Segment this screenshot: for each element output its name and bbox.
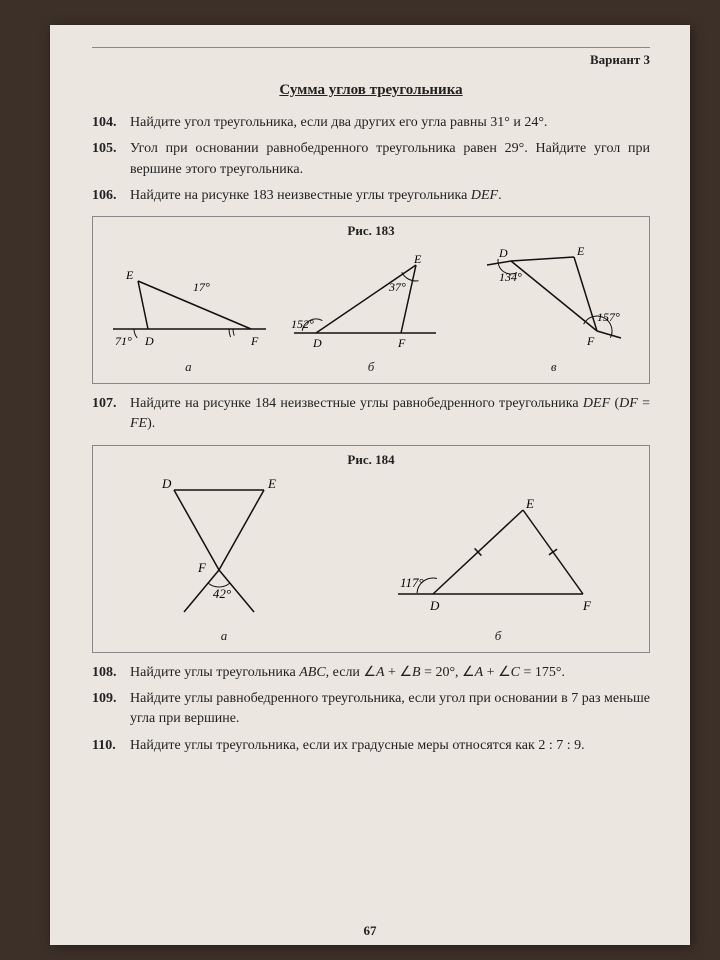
triangle-diagram-icon: E D F 117° <box>378 492 618 622</box>
problem-number: 105. <box>92 139 130 180</box>
svg-text:E: E <box>413 253 422 266</box>
svg-text:D: D <box>312 336 322 350</box>
problem-106: 106. Найдите на рисунке 183 неизвестные … <box>92 186 650 206</box>
svg-text:37°: 37° <box>388 280 406 294</box>
problem-text: Найдите на рисунке 183 неизвестные углы … <box>130 186 650 206</box>
problem-text: Найдите углы треугольника, если их граду… <box>130 736 650 756</box>
problem-text: Найдите на рисунке 184 неизвестные углы … <box>130 394 650 435</box>
svg-text:D: D <box>161 476 172 491</box>
figure-row: E D F 17° 71° а E D F 152° 37° б D E F 134° 157° в <box>97 243 645 379</box>
problem-108: 108. Найдите углы треугольника ABC, если… <box>92 663 650 683</box>
svg-text:F: F <box>586 334 595 348</box>
page-number: 67 <box>50 923 690 939</box>
triangle-diagram-icon: D E F 134° 157° <box>469 243 639 353</box>
svg-text:17°: 17° <box>193 280 210 294</box>
sub-label: в <box>469 359 639 375</box>
svg-text:152°: 152° <box>291 317 314 331</box>
fig183-b: E D F 152° 37° б <box>286 253 456 375</box>
sub-label: б <box>286 359 456 375</box>
svg-text:134°: 134° <box>499 270 522 284</box>
triangle-diagram-icon: E D F 152° 37° <box>286 253 456 353</box>
problem-text: Угол при основании равнобедренного треуг… <box>130 139 650 180</box>
problem-107: 107. Найдите на рисунке 184 неизвестные … <box>92 394 650 435</box>
sub-label: б <box>378 628 618 644</box>
problem-number: 109. <box>92 689 130 730</box>
svg-text:157°: 157° <box>597 310 620 324</box>
problem-109: 109. Найдите углы равнобедренного треуго… <box>92 689 650 730</box>
svg-text:F: F <box>197 560 207 575</box>
section-title: Сумма углов треугольника <box>92 82 650 99</box>
svg-text:F: F <box>397 336 406 350</box>
textbook-page: Вариант 3 Сумма углов треугольника 104. … <box>50 25 690 945</box>
figure-title: Рис. 183 <box>97 221 645 243</box>
problem-number: 107. <box>92 394 130 435</box>
problem-number: 106. <box>92 186 130 206</box>
svg-text:D: D <box>498 246 508 260</box>
fig183-a: E D F 17° 71° а <box>103 263 273 375</box>
svg-text:42°: 42° <box>213 586 231 601</box>
svg-text:E: E <box>267 476 276 491</box>
problem-110: 110. Найдите углы треугольника, если их … <box>92 736 650 756</box>
desk-background: Вариант 3 Сумма углов треугольника 104. … <box>0 0 720 960</box>
problem-text: Найдите углы равнобедренного треугольник… <box>130 689 650 730</box>
svg-text:F: F <box>250 334 259 348</box>
problem-number: 104. <box>92 113 130 133</box>
fig184-a: D E F 42° а <box>124 472 324 644</box>
problem-104: 104. Найдите угол треугольника, если два… <box>92 113 650 133</box>
svg-text:E: E <box>576 244 585 258</box>
svg-text:71°: 71° <box>115 334 132 348</box>
figure-title: Рис. 184 <box>97 450 645 472</box>
problem-105: 105. Угол при основании равнобедренного … <box>92 139 650 180</box>
svg-text:D: D <box>144 334 154 348</box>
sub-label: а <box>103 359 273 375</box>
problem-text: Найдите углы треугольника ABC, если ∠A +… <box>130 663 650 683</box>
svg-text:D: D <box>429 598 440 613</box>
svg-text:117°: 117° <box>400 575 424 590</box>
problem-text: Найдите угол треугольника, если два друг… <box>130 113 650 133</box>
figure-row: D E F 42° а E D F 117° б <box>97 472 645 648</box>
fig184-b: E D F 117° б <box>378 492 618 644</box>
svg-text:E: E <box>125 268 134 282</box>
triangle-diagram-icon: E D F 17° 71° <box>103 263 273 353</box>
problem-number: 108. <box>92 663 130 683</box>
variant-label: Вариант 3 <box>92 47 650 68</box>
sub-label: а <box>124 628 324 644</box>
svg-text:E: E <box>525 496 534 511</box>
triangle-diagram-icon: D E F 42° <box>124 472 324 622</box>
svg-text:F: F <box>582 598 592 613</box>
problem-number: 110. <box>92 736 130 756</box>
figure-184: Рис. 184 D E F 42° а E D F 117° б <box>92 445 650 653</box>
fig183-c: D E F 134° 157° в <box>469 243 639 375</box>
figure-183: Рис. 183 E D F 17° 71° а E D F 152° 37° б D E F 134… <box>92 216 650 384</box>
